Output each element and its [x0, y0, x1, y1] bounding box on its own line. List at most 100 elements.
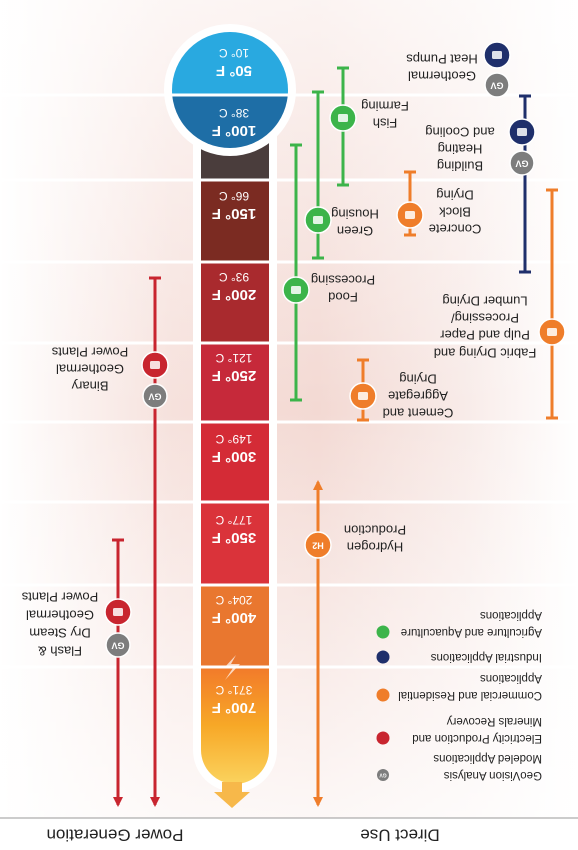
icon-glyph	[358, 392, 368, 400]
application-label: Fabric Drying and	[434, 346, 537, 361]
application-label: Aggregate	[388, 389, 448, 404]
application-label: Production	[344, 523, 406, 538]
fahrenheit-label: 200° F	[212, 286, 256, 303]
legend-dot	[376, 650, 390, 664]
band	[201, 585, 269, 667]
gv-badge: GV	[111, 641, 124, 651]
band	[201, 343, 269, 422]
application-label: Concrete	[429, 222, 482, 237]
application-label: Processing	[311, 273, 375, 288]
application-label: Building	[437, 159, 483, 174]
application-label: Housing	[331, 207, 379, 222]
application-label: Drying	[436, 188, 474, 203]
gv-icon	[509, 150, 535, 176]
application-label: Pulp and Paper	[440, 328, 530, 343]
application-label: Power Plants	[51, 345, 128, 360]
gv-badge: GV	[148, 392, 161, 402]
gv-icon	[142, 383, 168, 409]
legend-label: Agriculture and Aquaculture	[401, 626, 542, 638]
header-direct: Direct Use	[360, 826, 439, 845]
application-label: Flash &	[38, 644, 82, 659]
celsius-label: 204° C	[215, 593, 252, 607]
fahrenheit-label: 50° F	[216, 62, 252, 79]
application-label: Food	[328, 290, 358, 305]
celsius-label: 93° C	[219, 270, 249, 284]
legend-label: Industrial Applications	[431, 651, 542, 663]
application-label: Binary	[71, 379, 108, 394]
application-label: Cement and	[383, 406, 454, 421]
application-label: Hydrogen	[347, 540, 403, 555]
band	[201, 667, 269, 784]
application-label: Lumber Drying	[442, 294, 527, 309]
icon-glyph	[492, 51, 502, 59]
application-label: Block	[439, 205, 471, 220]
gv-icon	[105, 632, 131, 658]
legend-label: Minerals Recovery	[447, 715, 542, 727]
application-label: Farming	[361, 99, 409, 114]
band	[201, 180, 269, 262]
legend-dot	[377, 769, 389, 781]
application-label: Geothermal	[56, 362, 124, 377]
application-label: Heat Pumps	[406, 52, 478, 67]
band	[201, 262, 269, 343]
arrow-head	[313, 480, 323, 490]
gv-badge: GV	[515, 159, 528, 169]
application-label: Dry Steam	[29, 626, 90, 641]
fahrenheit-label: 300° F	[212, 448, 256, 465]
bulb-top	[172, 32, 288, 95]
legend-label: Commercial and Residential	[398, 689, 542, 701]
legend-label: Applications	[480, 672, 542, 684]
celsius-label: 121° C	[215, 351, 252, 365]
header-power: Power Generation	[46, 826, 183, 845]
legend-dot	[376, 625, 390, 639]
legend-dot	[376, 688, 390, 702]
fahrenheit-label: 350° F	[212, 529, 256, 546]
arrow-head	[313, 797, 323, 807]
fahrenheit-label: 700° F	[212, 699, 256, 716]
fahrenheit-label: 150° F	[212, 205, 256, 222]
gv-icon	[484, 72, 510, 98]
icon-glyph	[313, 216, 323, 224]
application-label: Drying	[399, 372, 437, 387]
icon-glyph	[150, 361, 160, 369]
icon-glyph	[405, 211, 415, 219]
celsius-label: 38° C	[219, 106, 249, 120]
icon-glyph	[517, 128, 527, 136]
band	[201, 502, 269, 585]
arrow-head	[150, 797, 160, 807]
icon-glyph	[338, 114, 348, 122]
legend-label: Electricity Production and	[412, 732, 542, 744]
legend-label: Applications	[480, 609, 542, 621]
background-fade	[0, 0, 578, 818]
fahrenheit-label: 250° F	[212, 367, 256, 384]
application-label: Green	[337, 224, 373, 239]
heat-arrow	[214, 782, 250, 808]
application-label: Geothermal	[26, 608, 94, 623]
icon-glyph	[291, 286, 301, 294]
arrow-head	[113, 797, 123, 807]
celsius-label: 371° C	[215, 683, 252, 697]
gv-badge: GV	[490, 81, 503, 91]
hydrogen-badge: H2	[312, 541, 324, 551]
celsius-label: 177° C	[215, 513, 252, 527]
legend-label: Modeled Applications	[433, 752, 542, 764]
fahrenheit-label: 100° F	[212, 122, 256, 139]
bulb-bottom	[172, 95, 288, 148]
celsius-label: 10° C	[219, 46, 249, 60]
application-label: Power Plants	[21, 590, 98, 605]
application-label: Processing/	[451, 311, 519, 326]
application-label: Heating	[438, 142, 483, 157]
application-label: Fish	[373, 116, 398, 131]
app-icon	[304, 531, 332, 559]
application-label: Geothermal	[408, 69, 476, 84]
legend-dot	[376, 731, 390, 745]
fahrenheit-label: 400° F	[212, 609, 256, 626]
band	[201, 422, 269, 502]
application-label: and Cooling	[425, 125, 494, 140]
separators	[0, 93, 578, 669]
celsius-label: 149° C	[215, 432, 252, 446]
icon-glyph	[113, 608, 123, 616]
celsius-label: 66° C	[219, 189, 249, 203]
legend-gv: GV	[379, 772, 387, 778]
